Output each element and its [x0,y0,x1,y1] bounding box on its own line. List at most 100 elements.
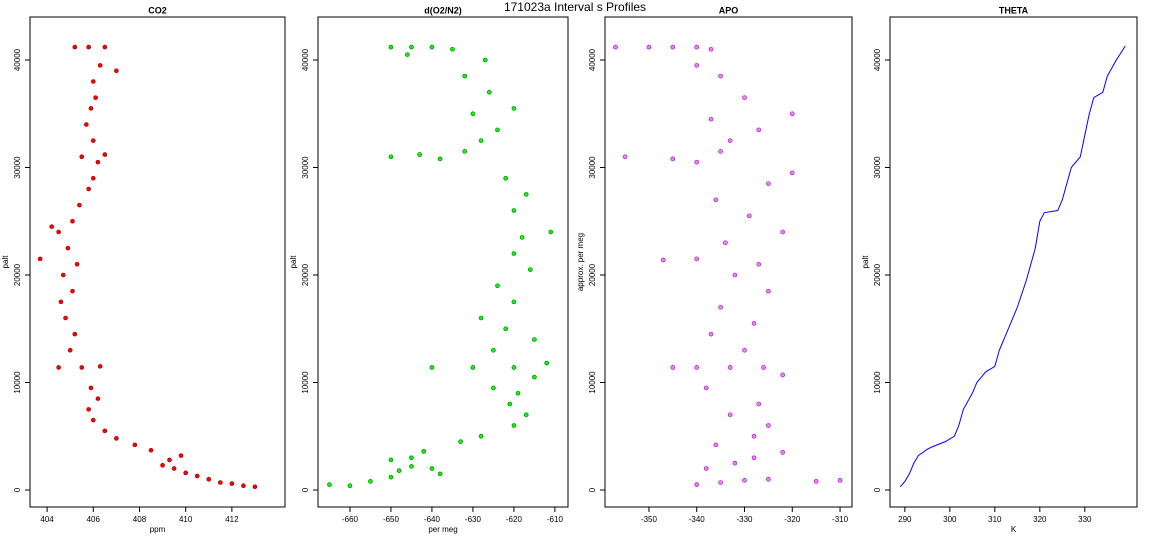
data-point [388,474,394,480]
data-point [388,44,394,50]
data-point [756,401,762,407]
data-point [72,331,78,337]
x-tick-label: 290 [898,515,912,524]
data-point [470,365,476,370]
x-axis-label: K [1011,525,1017,534]
y-tick-label: 40000 [301,48,310,71]
y-tick-label: 0 [588,487,597,492]
data-point [70,288,75,294]
data-point [56,229,61,235]
data-point [478,315,484,321]
panel-title: APO [719,5,739,15]
data-point [813,479,819,484]
data-point [732,460,738,466]
y-tick-label: 10000 [873,371,882,394]
x-tick-label: -340 [689,515,706,524]
data-point [511,208,517,213]
data-point [114,68,119,74]
data-point [751,433,757,439]
y-axis-label: palt [1,255,10,269]
profile-line [899,45,1126,488]
data-point [523,412,529,418]
data-point [766,476,771,482]
data-point [396,468,402,473]
data-point [694,256,700,262]
data-point [241,483,246,489]
x-tick-label: 408 [133,515,147,524]
x-tick-label: 300 [943,515,957,524]
data-point [86,407,91,412]
y-tick-label: 20000 [301,263,310,286]
x-tick-label: -320 [784,515,801,524]
data-point [49,224,55,229]
data-point [95,159,101,165]
data-point [532,374,537,380]
data-point [766,181,771,186]
data-point [511,106,517,111]
x-tick-label: -620 [506,515,523,524]
data-point [708,46,714,52]
data-point [206,476,212,482]
data-point [487,89,492,95]
y-tick-label: 20000 [588,263,597,286]
data-point [327,482,332,487]
data-point [37,256,43,262]
data-point [694,365,700,370]
x-tick-label: 412 [225,515,239,524]
data-point [713,442,719,448]
data-point [718,304,723,310]
data-point [751,455,757,461]
data-point [789,111,795,117]
plot-frame [889,16,1138,508]
x-tick-label: -640 [424,515,441,524]
data-point [544,360,549,366]
data-point [429,365,435,370]
data-point [194,473,200,479]
data-point [65,245,71,251]
data-point [694,159,700,165]
y-tick-label: 0 [13,487,22,492]
data-point [429,44,435,50]
data-point [622,154,628,160]
data-point [718,73,723,79]
data-point [79,154,85,160]
x-tick-label: 406 [87,515,101,524]
data-point [515,390,521,396]
data-point [694,44,700,50]
data-point [93,95,98,100]
x-tick-label: -330 [736,515,753,524]
x-axis-label: ppm [150,525,166,534]
data-point [713,197,719,203]
data-point [60,272,66,278]
data-point [703,385,709,391]
data-point [347,483,353,489]
data-point [723,240,728,246]
data-point [482,57,488,63]
data-point [718,149,723,154]
data-point [766,423,771,428]
y-tick-label: 40000 [13,48,22,71]
data-point [368,479,373,484]
y-axis-label: palt [861,255,870,269]
y-tick-label: 30000 [301,156,310,179]
y-tick-label: 30000 [13,156,22,179]
data-point [218,480,223,485]
data-point [742,347,747,353]
x-tick-label: -650 [383,515,400,524]
data-point [421,449,427,454]
data-point [523,192,529,197]
data-point [491,347,496,353]
data-point [429,466,435,471]
data-point [756,261,762,267]
data-point [780,450,786,455]
y-tick-label: 30000 [588,156,597,179]
y-tick-label: 20000 [13,263,22,286]
data-point [90,175,96,181]
data-point [90,79,96,84]
data-point [97,364,103,369]
y-tick-label: 30000 [873,156,882,179]
y-tick-label: 40000 [873,48,882,71]
data-point [58,299,64,305]
data-point [503,326,509,332]
data-point [708,116,714,122]
